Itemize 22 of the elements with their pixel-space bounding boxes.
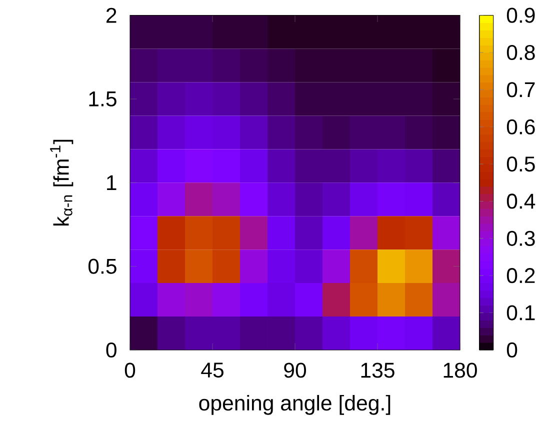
y-tick-label: 2: [106, 8, 116, 23]
x-axis-title: opening angle [deg.]: [199, 394, 390, 415]
x-tick-label: 135: [361, 362, 394, 378]
color-bar-label: 0.5: [506, 156, 535, 172]
color-bar-label: 0: [506, 342, 518, 358]
y-tick-label: 1: [107, 175, 116, 190]
color-bar-label: 0.6: [506, 119, 535, 134]
color-bar-label: 0.4: [506, 194, 536, 209]
color-bar-label: 0.8: [506, 44, 535, 60]
color-bar-label: 0.2: [506, 268, 535, 284]
color-bar-label: 0.1: [506, 305, 535, 320]
y-tick-label: 0.5: [88, 258, 116, 274]
x-tick-label: 45: [201, 362, 224, 378]
y-tick-label: 0: [106, 342, 116, 358]
y-tick-label: 1.5: [89, 92, 116, 106]
color-bar-label: 0.3: [506, 230, 535, 246]
color-bar-label: 0.9: [506, 8, 535, 23]
x-tick-label: 0: [124, 362, 136, 378]
color-bar-label: 0.7: [506, 82, 535, 98]
x-tick-label: 180: [444, 362, 477, 378]
x-tick-label: 90: [284, 362, 306, 378]
y-axis-title: k$_{α-n}$ [fm$^{-1}$]: [50, 140, 74, 226]
